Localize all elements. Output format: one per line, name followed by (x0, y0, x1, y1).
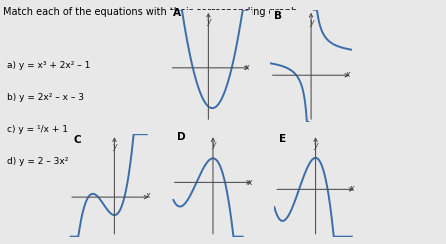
Text: C: C (74, 135, 82, 145)
Text: x: x (247, 178, 252, 187)
Text: y: y (211, 140, 215, 149)
Text: B: B (274, 11, 282, 21)
Text: y: y (206, 17, 211, 26)
Text: x: x (244, 63, 249, 72)
Text: d) y = 2 – 3x² – x³: d) y = 2 – 3x² – x³ (7, 157, 87, 165)
Text: x: x (145, 191, 149, 200)
Text: c) y = ¹/x + 1: c) y = ¹/x + 1 (7, 125, 68, 134)
Text: D: D (177, 132, 185, 142)
Text: E: E (279, 134, 286, 144)
Text: Match each of the equations with their corresponding graph.: Match each of the equations with their c… (4, 7, 301, 17)
Text: y: y (314, 141, 318, 150)
Text: y: y (112, 142, 117, 151)
Text: A: A (173, 8, 181, 18)
Text: b) y = 2x² – x – 3: b) y = 2x² – x – 3 (7, 93, 84, 102)
Text: y: y (309, 18, 314, 27)
Text: x: x (350, 184, 354, 193)
Text: a) y = x³ + 2x² – 1: a) y = x³ + 2x² – 1 (7, 61, 90, 70)
Text: x: x (345, 70, 350, 79)
